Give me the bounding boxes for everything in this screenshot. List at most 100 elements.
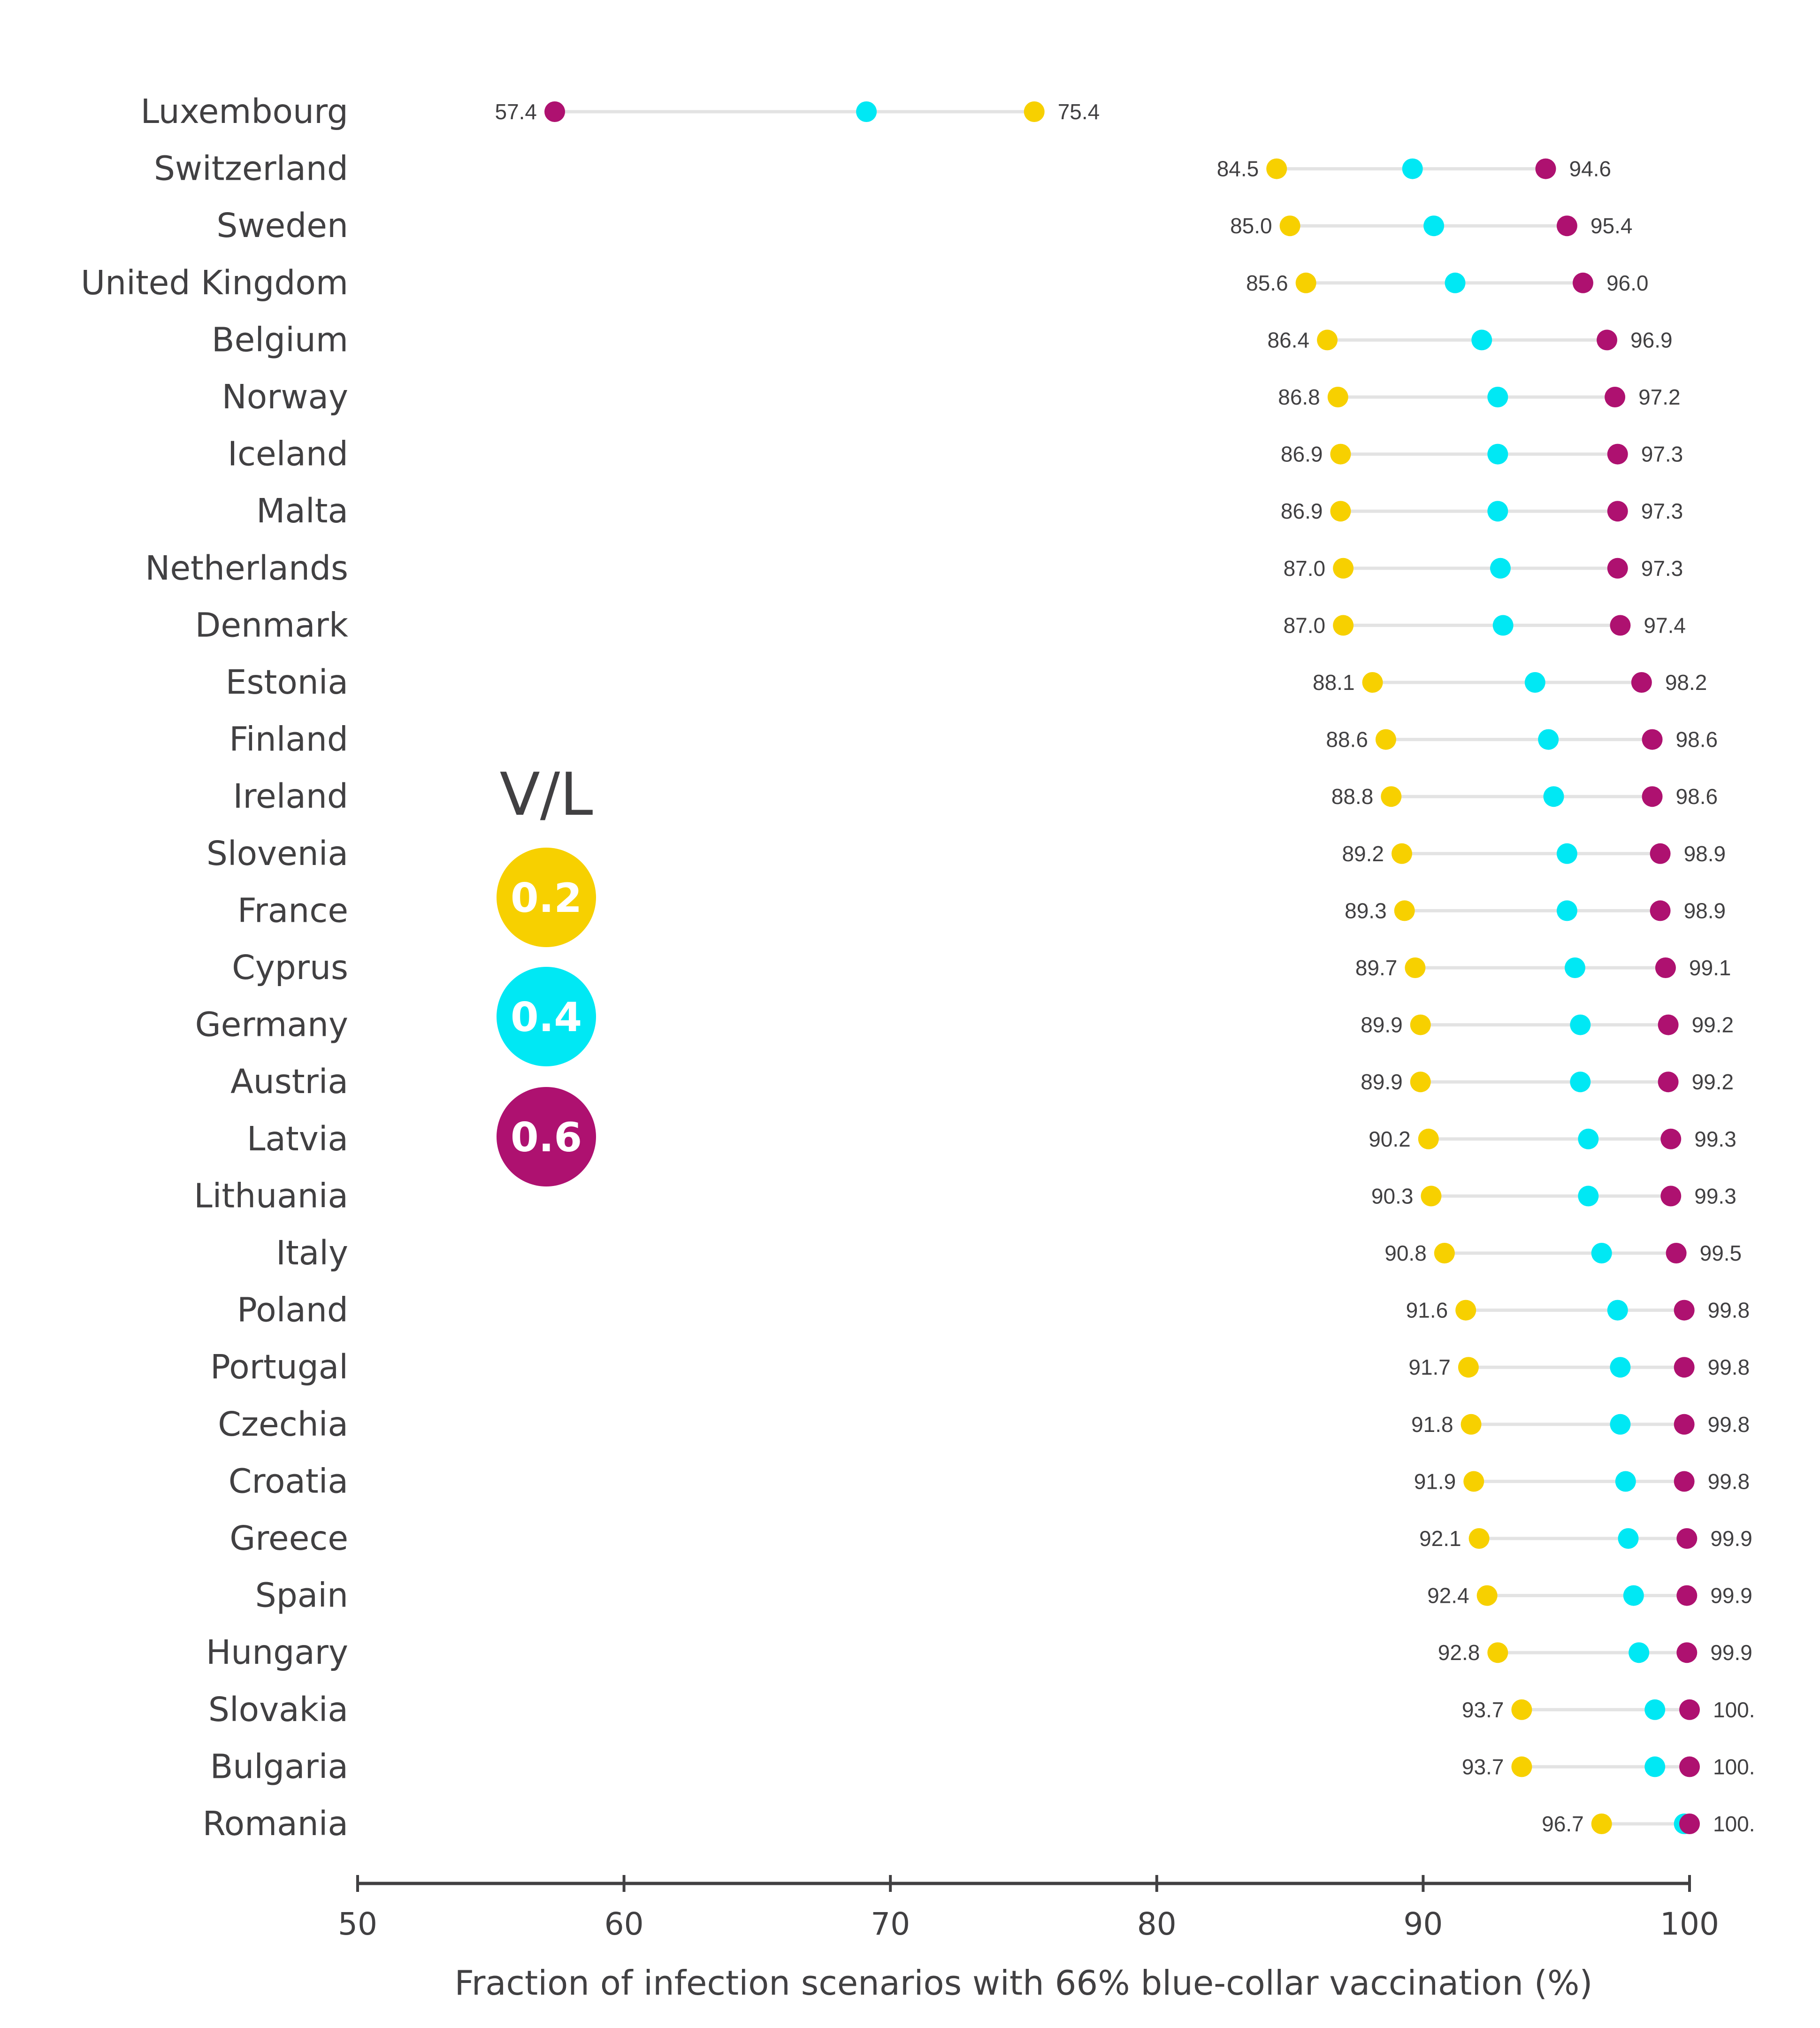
chart-row: Austria 89.9 99.2 — [230, 1062, 1734, 1101]
x-tick-label: 100 — [1660, 1906, 1719, 1942]
point-vl-0.6 — [1642, 786, 1663, 807]
data-label-left: 88.6 — [1326, 727, 1368, 752]
point-vl-0.4 — [1615, 1471, 1636, 1492]
country-label: Croatia — [229, 1462, 348, 1500]
point-vl-0.6 — [1642, 729, 1663, 750]
data-label-left: 96.7 — [1542, 1812, 1584, 1836]
chart-row: Ireland 88.8 98.6 — [233, 777, 1718, 816]
chart-row: Switzerland 84.5 94.6 — [154, 149, 1611, 188]
legend-swatch — [497, 967, 596, 1066]
point-vl-0.2 — [1362, 672, 1383, 693]
point-vl-0.6 — [1658, 1071, 1679, 1093]
point-vl-0.6 — [1674, 1300, 1695, 1321]
point-vl-0.4 — [1610, 1414, 1631, 1435]
chart-row: Croatia 91.9 99.8 — [229, 1462, 1750, 1500]
data-label-left: 87.0 — [1284, 613, 1326, 637]
data-label-left: 89.2 — [1342, 842, 1384, 866]
data-label-right: 96.9 — [1630, 328, 1673, 352]
point-vl-0.6 — [1660, 1128, 1682, 1149]
legend-item: 0.4 — [497, 967, 596, 1066]
x-tick-label: 60 — [604, 1906, 644, 1942]
point-vl-0.6 — [1679, 1756, 1700, 1777]
data-label-left: 90.3 — [1371, 1184, 1414, 1208]
point-vl-0.4 — [1487, 444, 1508, 465]
data-label-right: 98.9 — [1684, 842, 1726, 866]
country-label: Romania — [203, 1804, 349, 1843]
point-vl-0.6 — [1631, 672, 1652, 693]
point-vl-0.2 — [1434, 1243, 1455, 1263]
country-label: Switzerland — [154, 149, 348, 188]
country-label: Latvia — [247, 1119, 348, 1158]
chart-row: Greece 92.1 99.9 — [229, 1519, 1752, 1558]
point-vl-0.4 — [1644, 1699, 1666, 1720]
data-label-right: 99.9 — [1710, 1526, 1752, 1551]
chart-row: Italy 90.8 99.5 — [276, 1233, 1742, 1272]
data-label-right: 97.3 — [1641, 556, 1683, 581]
point-vl-0.4 — [1607, 1300, 1628, 1321]
chart-row: Estonia 88.1 98.2 — [226, 663, 1707, 702]
legend: V/L 0.2 0.4 0.6 — [497, 760, 596, 1186]
point-vl-0.2 — [1330, 444, 1351, 465]
point-vl-0.4 — [1578, 1186, 1599, 1207]
data-label-left: 86.9 — [1281, 442, 1323, 467]
data-label-right: 96.0 — [1606, 271, 1649, 295]
point-vl-0.2 — [1024, 101, 1045, 122]
point-vl-0.2 — [1405, 957, 1426, 978]
data-label-right: 99.3 — [1694, 1127, 1736, 1151]
data-label-left: 90.2 — [1369, 1127, 1411, 1151]
point-vl-0.6 — [1676, 1528, 1698, 1549]
point-vl-0.2 — [1468, 1528, 1490, 1549]
data-label-right: 94.6 — [1569, 157, 1611, 181]
x-tick-label: 80 — [1137, 1906, 1177, 1942]
chart-row: Spain 92.4 99.9 — [255, 1576, 1752, 1615]
x-tick-label: 90 — [1403, 1906, 1443, 1942]
legend-item: 0.2 — [497, 848, 596, 947]
country-label: Hungary — [206, 1633, 348, 1672]
country-label: Finland — [229, 720, 348, 759]
point-vl-0.4 — [1492, 615, 1514, 636]
country-label: Slovenia — [206, 834, 348, 873]
country-label: Poland — [237, 1291, 348, 1330]
point-vl-0.4 — [1490, 558, 1511, 579]
data-label-right: 99.8 — [1708, 1412, 1750, 1437]
point-vl-0.4 — [1487, 387, 1508, 407]
data-label-left: 84.5 — [1217, 157, 1259, 181]
country-label: Netherlands — [145, 549, 348, 588]
data-label-left: 57.4 — [495, 99, 537, 124]
x-axis-label: Fraction of infection scenarios with 66%… — [455, 1963, 1593, 2003]
point-vl-0.6 — [1674, 1471, 1695, 1492]
data-label-left: 91.9 — [1414, 1469, 1456, 1493]
data-label-left: 90.8 — [1384, 1241, 1427, 1265]
point-vl-0.4 — [1471, 329, 1492, 351]
point-vl-0.2 — [1381, 786, 1402, 807]
country-label: Portugal — [210, 1347, 348, 1386]
data-label-left: 86.9 — [1281, 499, 1323, 523]
point-vl-0.4 — [1623, 1585, 1644, 1606]
chart-row: Germany 89.9 99.2 — [195, 1005, 1734, 1044]
chart-row: Sweden 85.0 95.4 — [216, 206, 1632, 245]
data-label-right: 75.4 — [1058, 99, 1100, 124]
country-label: Ireland — [233, 777, 348, 816]
point-vl-0.6 — [1658, 1014, 1679, 1035]
data-label-left: 89.7 — [1355, 956, 1398, 980]
data-label-right: 98.6 — [1676, 727, 1718, 752]
point-vl-0.2 — [1327, 387, 1348, 407]
point-vl-0.4 — [1644, 1756, 1666, 1777]
point-vl-0.4 — [1402, 158, 1423, 179]
point-vl-0.6 — [1556, 215, 1577, 237]
point-vl-0.2 — [1511, 1756, 1532, 1777]
point-vl-0.6 — [1674, 1357, 1695, 1378]
point-vl-0.6 — [1597, 329, 1618, 351]
data-label-left: 89.9 — [1361, 1070, 1403, 1094]
x-tick-label: 70 — [871, 1906, 910, 1942]
country-label: Czechia — [218, 1405, 348, 1444]
point-vl-0.6 — [1650, 900, 1671, 921]
data-label-right: 95.4 — [1591, 214, 1633, 238]
point-vl-0.2 — [1511, 1699, 1532, 1720]
point-vl-0.6 — [1607, 501, 1628, 522]
point-vl-0.4 — [1570, 1071, 1591, 1093]
data-label-left: 87.0 — [1284, 556, 1326, 581]
data-label-left: 92.1 — [1419, 1526, 1461, 1551]
point-vl-0.6 — [1650, 843, 1671, 864]
point-vl-0.2 — [1410, 1014, 1431, 1035]
